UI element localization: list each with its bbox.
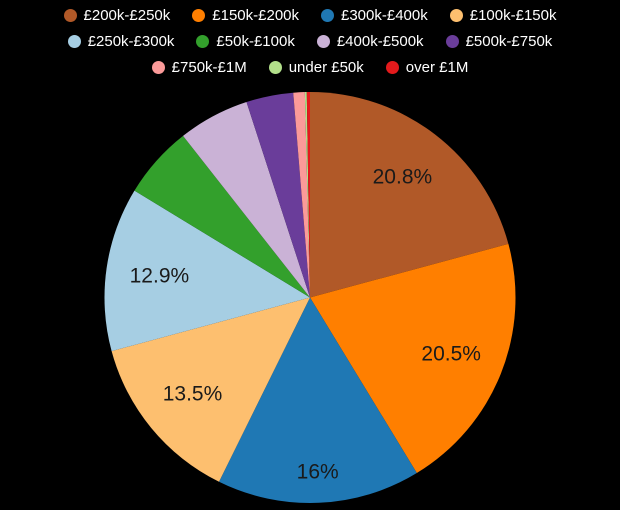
legend-label: over £1M [405,58,469,76]
legend-item[interactable]: under £50k [268,58,364,76]
legend-item[interactable]: £100k-£150k [449,6,557,24]
legend-label: £50k-£100k [216,32,295,50]
legend-label: £100k-£150k [469,6,557,24]
chart-legend: £200k-£250k £150k-£200k £300k-£400k £100k-£… [0,2,620,80]
pie-slice[interactable] [134,135,310,298]
legend-label: £200k-£250k [83,6,171,24]
legend-marker-icon [63,8,77,22]
legend-row-2: £250k-£300k £50k-£100k £400k-£500k £500k-£7… [0,28,620,54]
pie-slice[interactable] [246,92,311,298]
legend-label: £300k-£400k [341,6,428,24]
legend-row-3: £750k-£1M under £50k over £1M [0,54,620,80]
pie-slice[interactable] [111,297,310,482]
legend-item[interactable]: over £1M [385,58,469,76]
legend-marker-icon [321,8,334,22]
legend-label: £150k-£200k [212,6,299,24]
legend-row-1: £200k-£250k £150k-£200k £300k-£400k £100k-£… [0,2,620,28]
legend-marker-icon [385,60,399,74]
legend-marker-icon [192,8,206,22]
legend-item[interactable]: £200k-£250k [63,6,171,24]
legend-item[interactable]: £750k-£1M [151,58,247,76]
legend-item[interactable]: £250k-£300k [67,32,175,50]
legend-marker-icon [151,60,165,74]
slice-percentage-label: 12.9% [130,265,190,288]
legend-marker-icon [316,34,330,48]
legend-marker-icon [67,34,81,48]
pie-slice[interactable] [293,92,310,298]
pie-slice[interactable] [310,92,509,298]
legend-marker-icon [445,34,459,48]
legend-label: £400k-£500k [336,32,424,50]
slice-percentage-label: 20.5% [421,342,481,365]
legend-item[interactable]: £500k-£750k [445,32,553,50]
legend-item[interactable]: £300k-£400k [321,8,428,23]
legend-marker-icon [449,8,463,22]
legend-label: £500k-£750k [465,32,553,50]
pie-slice[interactable] [306,92,310,298]
pie-slice[interactable] [183,102,310,298]
legend-marker-icon [268,60,282,74]
legend-label: under £50k [288,58,364,76]
legend-item[interactable]: £400k-£500k [316,32,424,50]
pie-slice[interactable] [219,297,417,503]
slice-percentage-label: 16% [297,461,339,484]
slice-percentage-label: 13.5% [163,383,223,406]
legend-label: £750k-£1M [171,58,247,76]
slice-percentage-label: 20.8% [373,165,433,188]
legend-label: £250k-£300k [87,32,175,50]
pie-slice[interactable] [104,190,310,352]
legend-marker-icon [196,34,210,48]
legend-item[interactable]: £50k-£100k [196,32,295,50]
pie-slice[interactable] [310,243,516,474]
pie-slice[interactable] [304,92,310,298]
legend-item[interactable]: £150k-£200k [192,8,299,23]
